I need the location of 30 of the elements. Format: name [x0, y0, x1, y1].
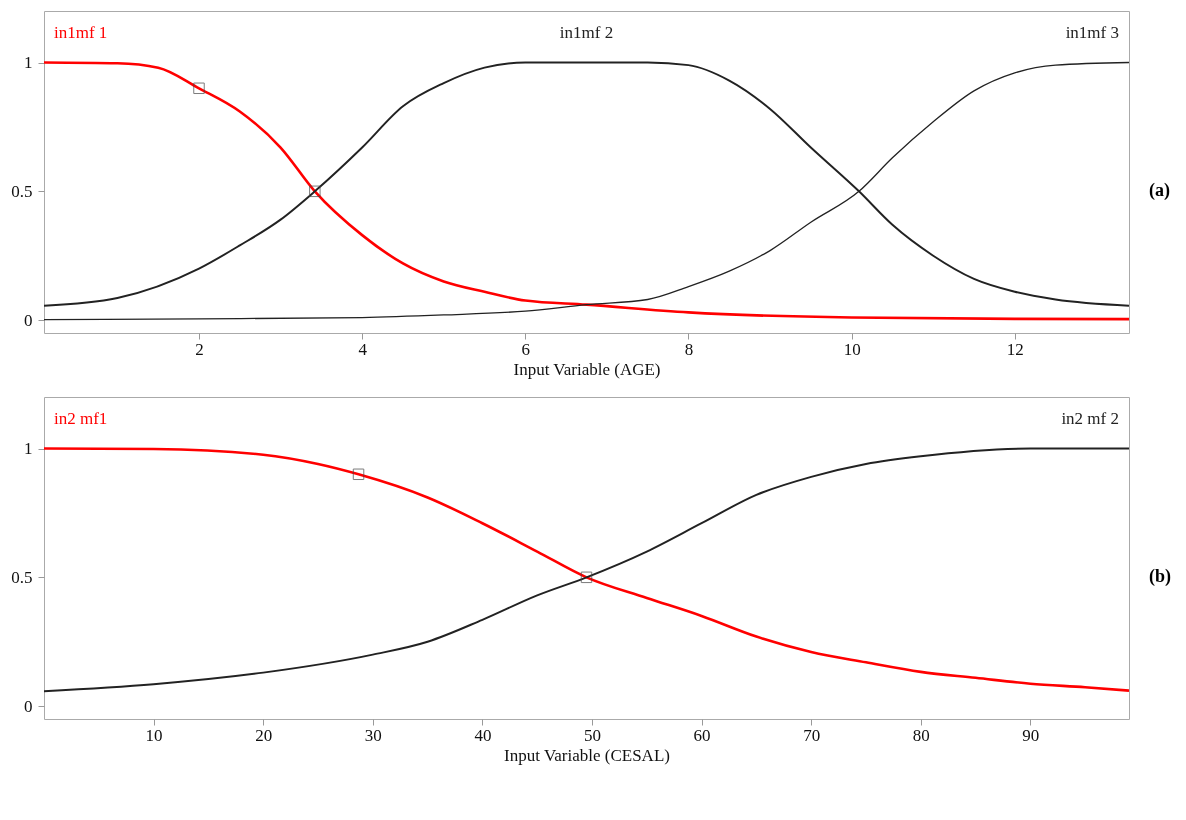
x-tick-label: 4	[358, 339, 368, 359]
series-label: in2 mf 2	[1061, 409, 1119, 428]
x-tick-label: 30	[364, 725, 382, 745]
x-axis-title: Input Variable (AGE)	[513, 359, 661, 379]
x-tick-label: 80	[912, 725, 930, 745]
series-label: in1mf 3	[1065, 23, 1119, 42]
x-tick-label: 70	[803, 725, 821, 745]
x-tick-label: 8	[684, 339, 694, 359]
y-tick-label: 1	[24, 439, 33, 459]
y-tick-label: 0.5	[11, 181, 33, 201]
series-label: in1mf 1	[54, 23, 108, 42]
y-tick-label: 0	[24, 310, 33, 330]
x-axis-title: Input Variable (CESAL)	[504, 745, 670, 765]
series-label: in2 mf1	[54, 409, 108, 428]
text: (b)	[1149, 566, 1171, 588]
x-tick-label: 10	[843, 339, 861, 359]
x-tick-label: 60	[693, 725, 711, 745]
x-tick-label: 6	[521, 339, 531, 359]
x-tick-label: 10	[145, 725, 163, 745]
y-tick-label: 0	[24, 696, 33, 716]
text: (a)	[1149, 180, 1170, 202]
x-tick-label: 2	[195, 339, 204, 359]
y-tick-label: 1	[24, 53, 33, 73]
x-tick-label: 12	[1006, 339, 1024, 359]
x-tick-label: 20	[255, 725, 273, 745]
y-tick-label: 0.5	[11, 567, 33, 587]
x-tick-label: 90	[1022, 725, 1040, 745]
x-tick-label: 40	[474, 725, 492, 745]
x-tick-label: 50	[583, 725, 601, 745]
series-label: in1mf 2	[559, 23, 614, 42]
